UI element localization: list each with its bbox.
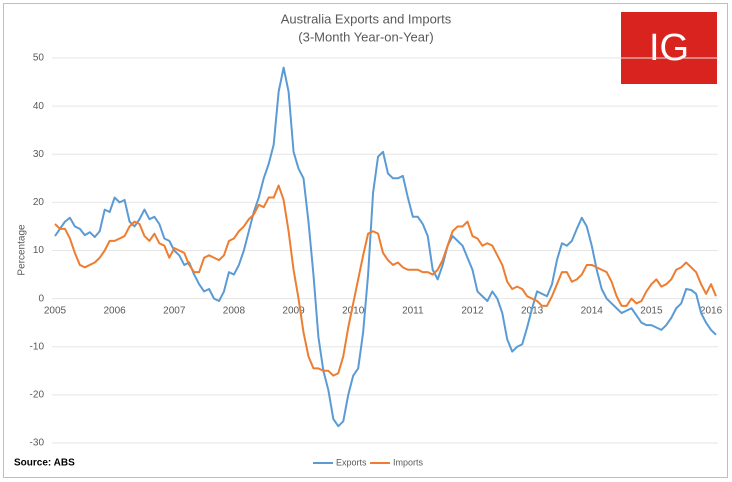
legend-label: Exports bbox=[336, 457, 367, 467]
x-tick-label: 2014 bbox=[581, 305, 604, 316]
y-axis-label: Percentage bbox=[17, 224, 28, 276]
y-tick-label: 0 bbox=[38, 293, 44, 304]
y-tick-label: 50 bbox=[33, 53, 45, 64]
x-tick-label: 2008 bbox=[223, 305, 246, 316]
y-tick-label: 10 bbox=[33, 245, 45, 256]
x-tick-label: 2012 bbox=[461, 305, 484, 316]
frame bbox=[3, 3, 728, 478]
chart-title: Australia Exports and Imports bbox=[281, 11, 452, 26]
y-tick-label: -20 bbox=[30, 390, 45, 401]
y-tick-label: -10 bbox=[30, 341, 45, 352]
x-tick-label: 2016 bbox=[700, 305, 723, 316]
chart-subtitle: (3-Month Year-on-Year) bbox=[298, 29, 433, 44]
y-tick-label: 30 bbox=[33, 149, 45, 160]
y-tick-label: 40 bbox=[33, 101, 45, 112]
x-tick-label: 2010 bbox=[342, 305, 365, 316]
x-tick-label: 2011 bbox=[402, 305, 424, 316]
x-tick-label: 2007 bbox=[163, 305, 186, 316]
x-tick-label: 2005 bbox=[44, 305, 67, 316]
series-line bbox=[54, 184, 717, 377]
x-tick-label: 2009 bbox=[282, 305, 305, 316]
series-line bbox=[54, 66, 717, 428]
y-tick-label: 20 bbox=[33, 197, 45, 208]
legend-label: Imports bbox=[393, 457, 424, 467]
x-tick-label: 2006 bbox=[104, 305, 127, 316]
x-tick-label: 2015 bbox=[640, 305, 663, 316]
logo bbox=[621, 12, 717, 84]
source: Source: ABS bbox=[14, 458, 75, 469]
y-tick-label: -30 bbox=[30, 438, 45, 449]
logo-text: IG bbox=[649, 27, 689, 69]
